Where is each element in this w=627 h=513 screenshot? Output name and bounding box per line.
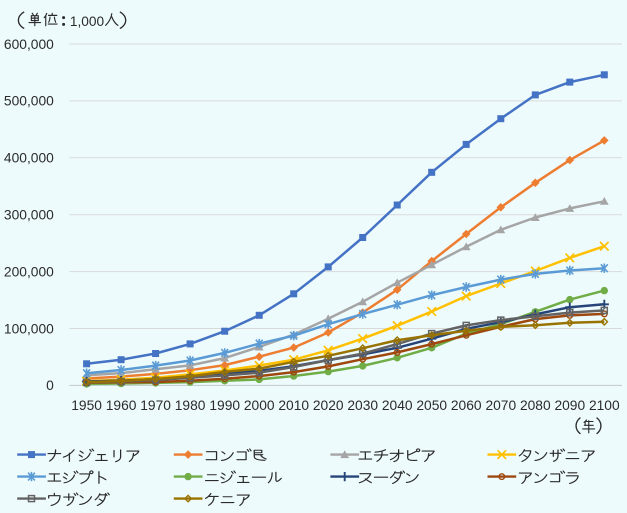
svg-text:100,000: 100,000 [4,321,54,336]
svg-text:2040: 2040 [382,398,413,413]
svg-text:2090: 2090 [554,398,585,413]
svg-text:2000: 2000 [244,398,275,413]
svg-text:2020: 2020 [313,398,344,413]
svg-text:1,000: 1,000 [70,14,105,29]
svg-text:2060: 2060 [451,398,482,413]
svg-text:2080: 2080 [520,398,551,413]
svg-text:2070: 2070 [485,398,516,413]
svg-text:2050: 2050 [416,398,447,413]
svg-text:2100: 2100 [589,398,620,413]
svg-text:1980: 1980 [175,398,206,413]
svg-text:1990: 1990 [209,398,240,413]
svg-text:1950: 1950 [71,398,102,413]
svg-text:2010: 2010 [278,398,309,413]
svg-text:500,000: 500,000 [4,94,54,109]
svg-text:200,000: 200,000 [4,264,54,279]
svg-text:1970: 1970 [140,398,171,413]
svg-text:0: 0 [46,378,54,393]
svg-text:300,000: 300,000 [4,208,54,223]
svg-text:1960: 1960 [106,398,137,413]
svg-text:400,000: 400,000 [4,151,54,166]
svg-text:600,000: 600,000 [4,37,54,52]
svg-text:2030: 2030 [347,398,378,413]
